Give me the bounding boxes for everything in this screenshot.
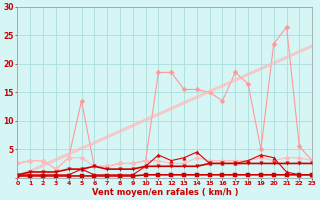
X-axis label: Vent moyen/en rafales ( km/h ): Vent moyen/en rafales ( km/h ) (92, 188, 238, 197)
